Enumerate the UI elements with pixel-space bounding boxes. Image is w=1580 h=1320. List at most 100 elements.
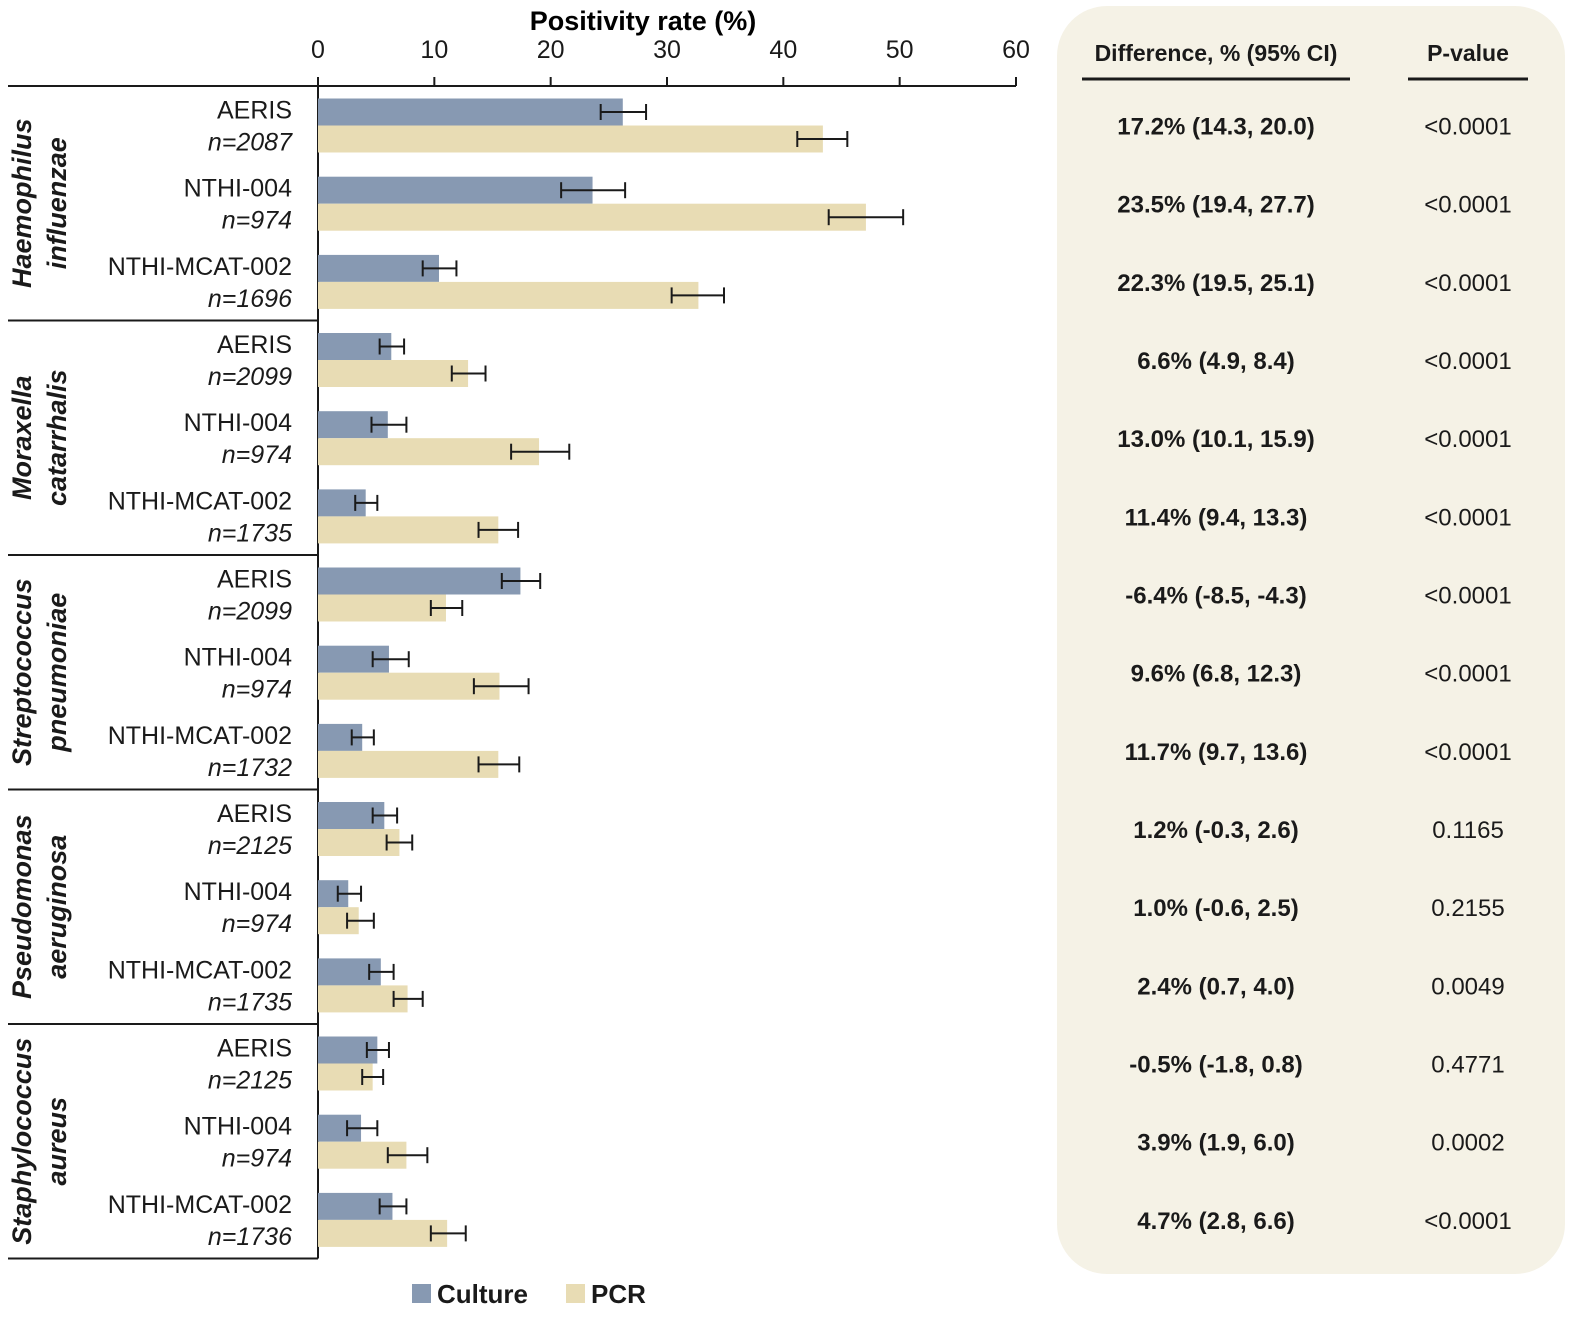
study-label: NTHI-004 [184,175,292,203]
organism-label: aeruginosa [42,835,72,979]
pvalue-value: <0.0001 [1424,348,1511,375]
legend-culture-label: Culture [437,1279,528,1309]
pcr-bar [318,750,499,778]
difference-value: -6.4% (-8.5, -4.3) [1125,583,1306,610]
difference-value: 11.7% (9.7, 13.6) [1125,739,1308,766]
legend-culture-swatch [412,1284,431,1303]
pcr-bar [318,594,446,622]
organism-label: catarrhalis [42,369,72,506]
sample-size-label: n=2125 [208,1067,292,1095]
pcr-bar [318,1219,448,1247]
culture-bar [318,98,623,126]
pvalue-value: 0.2155 [1431,895,1504,922]
x-tick-label: 30 [653,36,681,64]
pvalue-value: <0.0001 [1424,1208,1511,1235]
stats-table: Difference, % (95% CI) P-value 17.2% (14.3… [1082,40,1528,1235]
organism-label: Pseudomonas [7,814,37,999]
x-tick-label: 0 [311,36,325,64]
culture-bar [318,176,593,204]
organism-label: pneumoniae [42,593,72,753]
difference-value: 1.2% (-0.3, 2.6) [1133,817,1298,844]
pcr-bar [318,203,866,231]
pvalue-value: 0.0049 [1431,973,1504,1000]
pcr-bar [318,516,499,544]
study-label: NTHI-MCAT-002 [108,253,292,281]
pvalue-value: <0.0001 [1424,504,1511,531]
study-label: NTHI-MCAT-002 [108,1191,292,1219]
difference-value: 4.7% (2.8, 6.6) [1137,1208,1294,1235]
sample-size-label: n=2099 [208,363,292,391]
pvalue-value: 0.4771 [1431,1052,1504,1079]
x-axis-title: Positivity rate (%) [530,6,757,36]
study-label: AERIS [217,331,292,359]
culture-bar [318,254,439,282]
x-tick-label: 60 [1002,36,1030,64]
pcr-bar [318,281,699,309]
sample-size-label: n=974 [222,676,292,704]
pvalue-value: <0.0001 [1424,114,1511,141]
study-label: NTHI-004 [184,1113,292,1141]
pvalue-value: <0.0001 [1424,426,1511,453]
sample-size-label: n=1732 [208,754,292,782]
study-label: NTHI-004 [184,878,292,906]
study-label: AERIS [217,97,292,125]
pcr-bar [318,125,823,153]
legend-pcr-label: PCR [591,1279,646,1309]
x-tick-label: 20 [537,36,565,64]
pcr-bar [318,672,500,700]
table-panel [1057,6,1565,1274]
sample-size-label: n=1735 [208,519,292,547]
study-label: AERIS [217,566,292,594]
sample-size-label: n=1735 [208,988,292,1016]
difference-value: 9.6% (6.8, 12.3) [1131,661,1302,688]
organism-label: Streptococcus [7,578,37,766]
difference-value: 1.0% (-0.6, 2.5) [1133,895,1298,922]
pvalue-value: <0.0001 [1424,192,1511,219]
difference-value: 17.2% (14.3, 20.0) [1117,114,1314,141]
pcr-bar [318,360,469,387]
study-label: NTHI-MCAT-002 [108,722,292,750]
bars [318,98,905,1247]
study-label: NTHI-MCAT-002 [108,487,292,515]
study-label: AERIS [217,1035,292,1063]
study-label: AERIS [217,800,292,828]
difference-value: 2.4% (0.7, 4.0) [1137,973,1294,1000]
difference-value: 13.0% (10.1, 15.9) [1117,426,1314,453]
study-label: NTHI-004 [184,409,292,437]
organism-label: Staphylococcus [7,1038,37,1245]
difference-value: 11.4% (9.4, 13.3) [1125,504,1308,531]
culture-bar [318,567,521,595]
organism-label: Moraxella [7,375,37,500]
x-tick-label: 10 [420,36,448,64]
sample-size-label: n=2099 [208,598,292,626]
difference-value: 6.6% (4.9, 8.4) [1137,348,1294,375]
row-labels: Haemophilus influenzae AERIS n=2087 NTHI-004… [7,97,318,1260]
organism-label: influenzae [42,137,72,269]
sample-size-label: n=1696 [208,285,292,313]
legend: Culture PCR [412,1279,646,1309]
difference-value: 3.9% (1.9, 6.0) [1137,1130,1294,1157]
pcr-bar [318,438,540,466]
sample-size-label: n=2087 [208,129,293,157]
sample-size-label: n=974 [222,910,292,938]
difference-value: 22.3% (19.5, 25.1) [1117,270,1314,297]
sample-size-label: n=974 [222,207,292,235]
table-header-difference: Difference, % (95% CI) [1095,40,1338,66]
table-header-pvalue: P-value [1427,40,1509,66]
pvalue-value: <0.0001 [1424,270,1511,297]
pvalue-value: <0.0001 [1424,583,1511,610]
pvalue-value: 0.0002 [1431,1130,1504,1157]
sample-size-label: n=974 [222,1145,292,1173]
sample-size-label: n=2125 [208,832,292,860]
sample-size-label: n=1736 [208,1223,292,1251]
organism-label: Haemophilus [7,118,37,288]
x-tick-label: 40 [769,36,797,64]
pvalue-value: 0.1165 [1432,817,1504,844]
pvalue-value: <0.0001 [1424,739,1511,766]
difference-value: 23.5% (19.4, 27.7) [1117,192,1314,219]
difference-value: -0.5% (-1.8, 0.8) [1129,1052,1302,1079]
x-tick-label: 50 [886,36,914,64]
organism-label: aureus [42,1097,72,1186]
study-label: NTHI-MCAT-002 [108,956,292,984]
